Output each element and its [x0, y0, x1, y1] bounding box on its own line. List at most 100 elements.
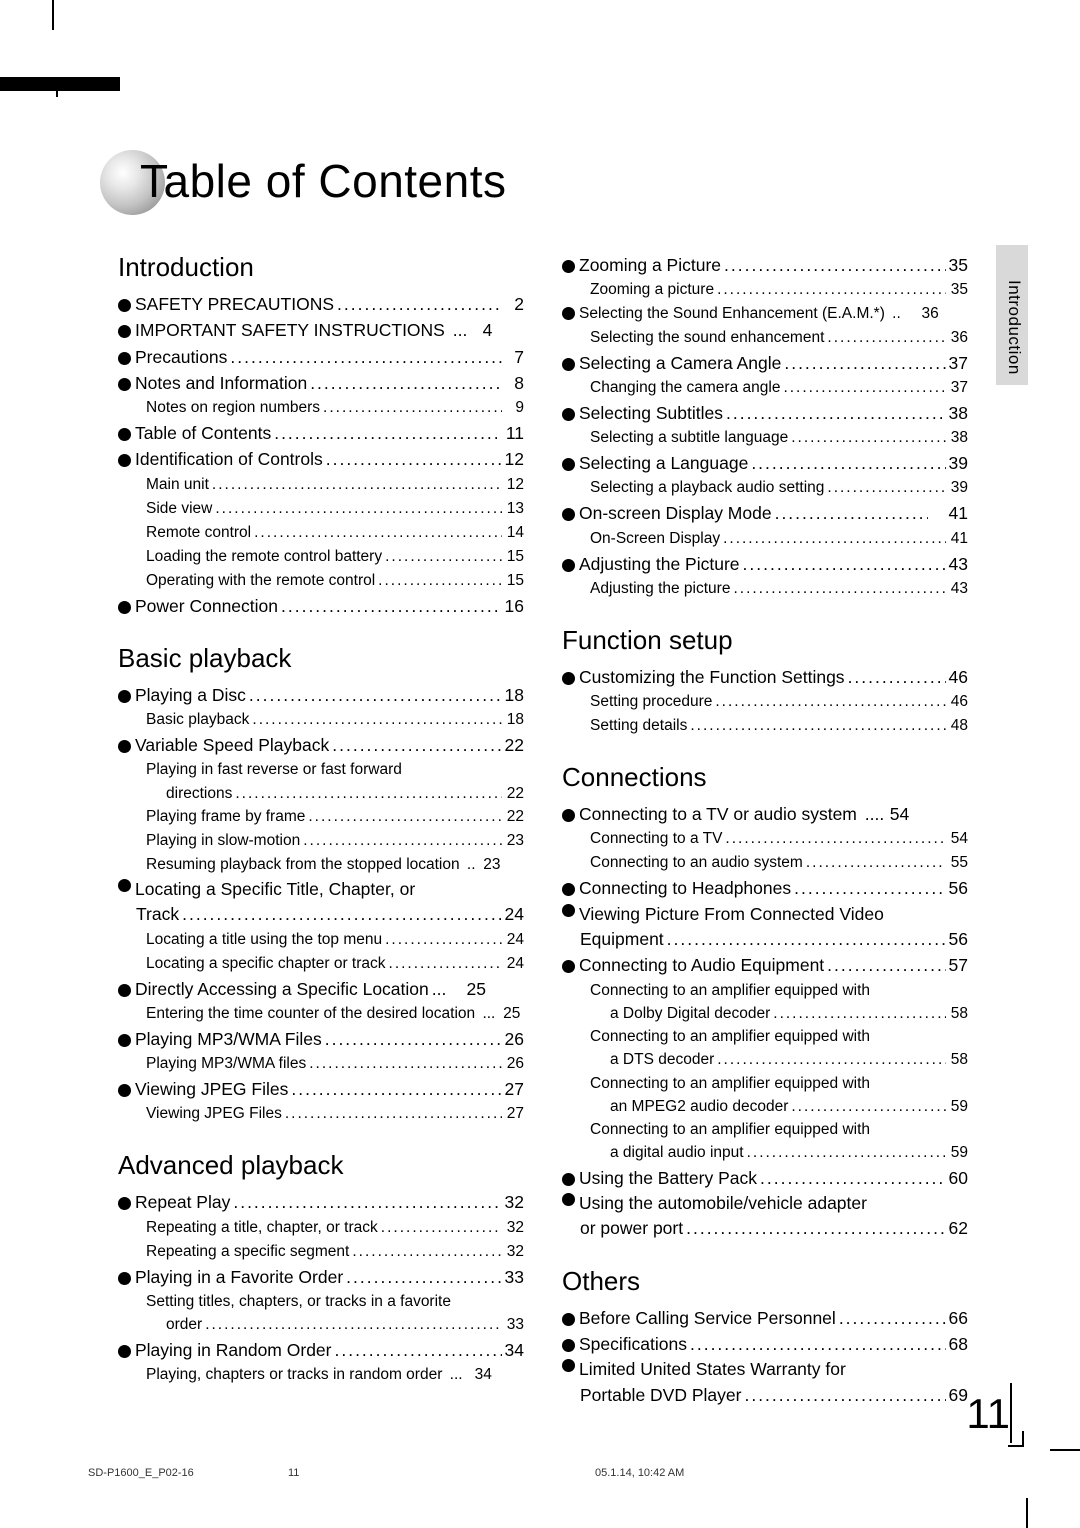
toc-subentry: Setting details48 [562, 714, 968, 738]
toc-page: 22 [502, 732, 524, 758]
bullet-icon [118, 428, 131, 441]
toc-label: Directly Accessing a Specific Location [135, 976, 429, 1002]
section-heading: Advanced playback [118, 1150, 524, 1181]
toc-page: 37 [946, 376, 968, 400]
toc-label: Setting procedure [590, 690, 712, 714]
bullet-icon [562, 358, 575, 371]
toc-label: Connecting to an audio system [590, 851, 803, 875]
toc-page: 62 [946, 1216, 968, 1241]
toc-label: Loading the remote control battery [146, 545, 382, 569]
toc-entry: Connecting to Audio Equipment57 [562, 952, 968, 978]
toc-page: 60 [946, 1165, 968, 1191]
toc-label: Identification of Controls [135, 446, 323, 472]
toc-page: 22 [502, 782, 524, 805]
bullet-icon [118, 299, 131, 312]
toc-page: 59 [946, 1141, 968, 1164]
toc-entry: Repeat Play32 [118, 1189, 524, 1215]
bullet-icon [118, 740, 131, 753]
toc-page: 4 [470, 317, 492, 343]
bullet-icon [562, 960, 575, 973]
toc-subentry: Connecting to an amplifier equipped with… [562, 1118, 968, 1165]
toc-label: Selecting a Language [579, 450, 748, 476]
footer-right: 05.1.14, 10:42 AM [595, 1467, 684, 1479]
toc-label-cont: an MPEG2 audio decoder [610, 1095, 788, 1118]
toc-page: 7 [502, 344, 524, 370]
bullet-icon [562, 508, 575, 521]
toc-page: 68 [946, 1331, 968, 1357]
toc-subentry: Locating a specific chapter or track24 [118, 952, 524, 976]
toc-label: Changing the camera angle [590, 376, 780, 400]
toc-label: Playing MP3/WMA Files [135, 1026, 322, 1052]
toc-page: 8 [502, 370, 524, 396]
toc-label: Connecting to a TV or audio system [579, 801, 857, 827]
toc-label: Connecting to Audio Equipment [579, 952, 824, 978]
toc-page: 54 [946, 827, 968, 851]
toc-label: SAFETY PRECAUTIONS [135, 291, 334, 317]
toc-entry: Zooming a Picture35 [562, 252, 968, 278]
toc-entry: Selecting the Sound Enhancement (E.A.M.*… [562, 302, 968, 325]
toc-subentry: Loading the remote control battery 15 [118, 545, 524, 569]
toc-entry: Playing in a Favorite Order33 [118, 1264, 524, 1290]
bullet-icon [118, 378, 131, 391]
toc-page: 18 [502, 708, 524, 732]
bullet-icon [562, 1173, 575, 1186]
toc-subentry: Operating with the remote control15 [118, 569, 524, 593]
bullet-icon [118, 325, 131, 338]
toc-page: 69 [946, 1383, 968, 1408]
toc-subentry: Selecting the sound enhancement36 [562, 326, 968, 350]
toc-label: Entering the time counter of the desired… [146, 1002, 475, 1026]
toc-entry: Table of Contents11 [118, 420, 524, 446]
toc-label: Playing in fast reverse or fast forward [146, 761, 402, 778]
bullet-icon [562, 1313, 575, 1326]
footer-mid: 11 [288, 1467, 299, 1479]
toc-entry: Selecting Subtitles 38 [562, 400, 968, 426]
toc-page: 26 [502, 1052, 524, 1076]
toc-page: 2 [502, 291, 524, 317]
toc-label: Operating with the remote control [146, 569, 375, 593]
toc-page: 14 [502, 521, 524, 545]
toc-entry: Playing MP3/WMA Files26 [118, 1026, 524, 1052]
bullet-icon [562, 672, 575, 685]
toc-subentry: On-Screen Display41 [562, 527, 968, 551]
toc-label: Connecting to an amplifier equipped with [590, 982, 870, 999]
toc-subentry: Connecting to an amplifier equipped with… [562, 1025, 968, 1072]
toc-entry: On-screen Display Mode41 [562, 500, 968, 526]
toc-page: 23 [502, 829, 524, 853]
section-heading: Basic playback [118, 643, 524, 674]
toc-entry: Viewing JPEG Files27 [118, 1076, 524, 1102]
toc-label: Connecting to an amplifier equipped with [590, 1121, 870, 1138]
toc-label: Setting details [590, 714, 687, 738]
toc-page: 38 [946, 400, 968, 426]
toc-page: 16 [502, 593, 524, 619]
toc-label: Table of Contents [135, 420, 271, 446]
toc-entry: Identification of Controls12 [118, 446, 524, 472]
toc-page: 58 [946, 1048, 968, 1071]
toc-page: 24 [502, 928, 524, 952]
bullet-icon [562, 408, 575, 421]
crop-mark [1026, 1498, 1028, 1528]
toc-subentry: Repeating a specific segment32 [118, 1240, 524, 1264]
toc-subentry: Remote control14 [118, 521, 524, 545]
toc-label: Selecting Subtitles [579, 400, 723, 426]
toc-label: Zooming a Picture [579, 252, 721, 278]
toc-entry: Selecting a Language39 [562, 450, 968, 476]
toc-entry: Adjusting the Picture43 [562, 551, 968, 577]
bullet-icon [118, 690, 131, 703]
toc-label: Limited United States Warranty for [579, 1357, 846, 1382]
toc-entry: IMPORTANT SAFETY INSTRUCTIONS ...4 [118, 317, 524, 343]
toc-page: 37 [946, 350, 968, 376]
footer-left: SD-P1600_E_P02-16 [88, 1467, 194, 1479]
toc-entry: Selecting a Camera Angle37 [562, 350, 968, 376]
toc-page: 23 [479, 853, 501, 877]
toc-page: 33 [502, 1313, 524, 1336]
crop-mark [1050, 1449, 1080, 1451]
toc-subentry: Connecting to an amplifier equipped with… [562, 1072, 968, 1119]
toc-page: 15 [502, 545, 524, 569]
toc-label-cont: or power port [580, 1216, 683, 1241]
toc-page: 43 [946, 551, 968, 577]
bullet-icon [118, 454, 131, 467]
toc-page: 46 [946, 690, 968, 714]
toc-subentry: Connecting to an amplifier equipped with… [562, 979, 968, 1026]
toc-page: 39 [946, 476, 968, 500]
toc-page: 18 [502, 682, 524, 708]
